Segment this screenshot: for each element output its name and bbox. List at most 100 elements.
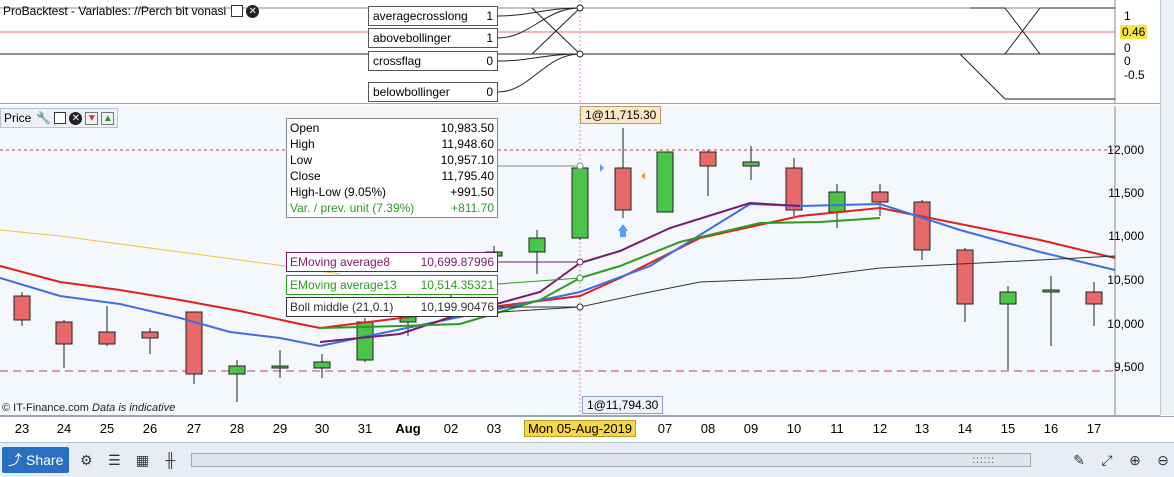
ohlc-label: Open — [290, 121, 320, 135]
var-value: 0 — [486, 54, 493, 68]
ohlc-value: 11,948.60 — [441, 137, 495, 151]
indicator-label: Boll middle (21,0.1) — [290, 300, 394, 314]
variables-plot — [0, 0, 1116, 103]
y-tick-label: 11,000 — [1108, 229, 1144, 243]
right-scrollbar[interactable] — [1160, 0, 1174, 415]
ohlc-label: Close — [290, 169, 321, 183]
price-pane: Price 🔧 ✕ ▼ ▲ 1@11,715.30 Open 10,983.50 … — [0, 106, 1160, 416]
var-name: abovebollinger — [373, 31, 452, 45]
move-down-icon[interactable]: ▼ — [85, 111, 99, 125]
time-scroll-area: :::::: — [181, 443, 1062, 477]
close-icon[interactable]: ✕ — [246, 4, 260, 18]
order-price-tag-bottom: 1@11,794.30 — [582, 396, 664, 414]
indicator-value: 10,514.35321 — [420, 278, 494, 292]
y-tick-label: 12,000 — [1107, 143, 1144, 157]
ohlc-row: High-Low (9.05%) +991.50 — [290, 184, 494, 200]
x-tick-label: Mon 05-Aug-2019 — [523, 420, 637, 437]
ohlc-value: +811.70 — [451, 201, 494, 215]
candle-body — [271, 365, 289, 369]
window-icon[interactable] — [231, 5, 244, 17]
var-box-crossflag[interactable]: crossflag 0 — [368, 51, 498, 71]
x-tick-label: 16 — [1043, 421, 1059, 436]
share-button[interactable]: ⤴ Share — [2, 447, 70, 473]
x-tick-label: 29 — [272, 421, 288, 436]
ohlc-row: Close 11,795.40 — [290, 168, 494, 184]
x-tick-label: 28 — [229, 421, 245, 436]
variables-pane: ProBacktest - Variables: //Perch bit von… — [0, 0, 1160, 104]
indicator-label: EMoving average8 — [290, 255, 391, 269]
share-icon: ⤴ — [8, 452, 22, 468]
zoom-in-icon[interactable]: ⊕ — [1129, 451, 1141, 468]
candle-body — [228, 365, 246, 375]
draw-tool-icon[interactable]: ✎ — [1073, 451, 1085, 468]
var-value: 1 — [486, 9, 493, 23]
copyright-note: © IT-Finance.com Data is indicative — [2, 402, 175, 414]
var-axis-label: 0 — [1124, 54, 1131, 68]
x-tick-label: 11 — [830, 421, 844, 436]
ohlc-label: High — [290, 137, 315, 151]
y-tick-label: 9,500 — [1113, 360, 1144, 374]
variables-pane-header: ProBacktest - Variables: //Perch bit von… — [0, 2, 262, 20]
ohlc-value: 10,983.50 — [440, 121, 494, 135]
window-icon[interactable] — [54, 112, 67, 124]
ohlc-row: Open 10,983.50 — [290, 120, 494, 136]
variables-icon[interactable]: ⚙ — [80, 451, 93, 468]
var-axis-label: 1 — [1124, 9, 1131, 23]
candle-body — [785, 167, 803, 211]
wrench-icon[interactable]: 🔧 — [36, 111, 52, 125]
close-icon[interactable]: ✕ — [69, 111, 83, 125]
x-tick-label: 30 — [314, 421, 330, 436]
zoom-fit-icon[interactable]: ⤢ — [1101, 451, 1113, 468]
candle-body — [55, 321, 73, 345]
x-tick-label: 14 — [957, 421, 973, 436]
var-box-belowbollinger[interactable]: belowbollinger 0 — [368, 82, 498, 102]
candle-body — [185, 311, 203, 375]
candle-body — [614, 167, 632, 211]
candle-body — [742, 161, 760, 167]
candle-body — [913, 201, 931, 251]
list-icon[interactable]: ☰ — [108, 451, 121, 468]
table-icon[interactable]: ▦ — [135, 451, 149, 468]
x-tick-label: 31 — [357, 421, 373, 436]
candle-body — [98, 331, 116, 345]
zoom-out-icon[interactable]: ⊖ — [1157, 451, 1169, 468]
candle-body — [871, 191, 889, 203]
x-tick-label: 23 — [14, 421, 30, 436]
x-tick-label: 07 — [657, 421, 673, 436]
var-box-averagecrosslong[interactable]: averagecrosslong 1 — [368, 6, 498, 26]
x-tick-label: 13 — [914, 421, 930, 436]
x-tick-label: 12 — [872, 421, 888, 436]
move-up-icon[interactable]: ▲ — [101, 111, 115, 125]
indicator-label: EMoving average13 — [290, 278, 397, 292]
x-tick-label: 25 — [99, 421, 115, 436]
candle-body — [656, 151, 674, 213]
price-chart — [0, 106, 1116, 415]
bottom-toolbar: ⤴ Share ⚙ ☰ ▦ ╫ :::::: ✎ ⤢ ⊕ ⊖ — [0, 442, 1174, 477]
time-scrollbar[interactable]: :::::: — [191, 453, 1032, 467]
ohlc-row: Var. / prev. unit (7.39%) +811.70 — [290, 200, 494, 216]
indicator-ema8: EMoving average8 10,699.87996 — [286, 252, 498, 272]
candle-body — [528, 237, 546, 253]
x-tick-label: 17 — [1086, 421, 1102, 436]
var-value: 1 — [486, 31, 493, 45]
scroll-grip-icon: :::::: — [972, 455, 996, 466]
var-box-abovebollinger[interactable]: abovebollinger 1 — [368, 28, 498, 48]
x-tick-label: 02 — [443, 421, 459, 436]
var-axis-label: -0.5 — [1124, 68, 1145, 82]
disclaimer-text: Data is indicative — [92, 402, 176, 414]
var-name: averagecrosslong — [373, 9, 468, 23]
indicator-boll-middle: Boll middle (21,0.1) 10,199.90476 — [286, 297, 498, 317]
indicator-ema13: EMoving average13 10,514.35321 — [286, 275, 498, 295]
ohlc-label: High-Low (9.05%) — [290, 185, 387, 199]
ohlc-row: High 11,948.60 — [290, 136, 494, 152]
ohlc-value: 11,795.40 — [441, 169, 495, 183]
y-tick-label: 10,000 — [1107, 317, 1144, 331]
var-name: belowbollinger — [373, 85, 450, 99]
candle-body — [999, 291, 1017, 305]
candle-body — [1085, 291, 1103, 305]
indicator-value: 10,199.90476 — [420, 300, 494, 314]
share-label: Share — [26, 452, 64, 468]
candlestick-icon[interactable]: ╫ — [165, 452, 176, 468]
x-tick-label: 03 — [486, 421, 502, 436]
x-axis: 23 24 25 26 27 28 29 30 31 Aug 02 03 Mon 05-Aug-2019… — [0, 416, 1174, 441]
